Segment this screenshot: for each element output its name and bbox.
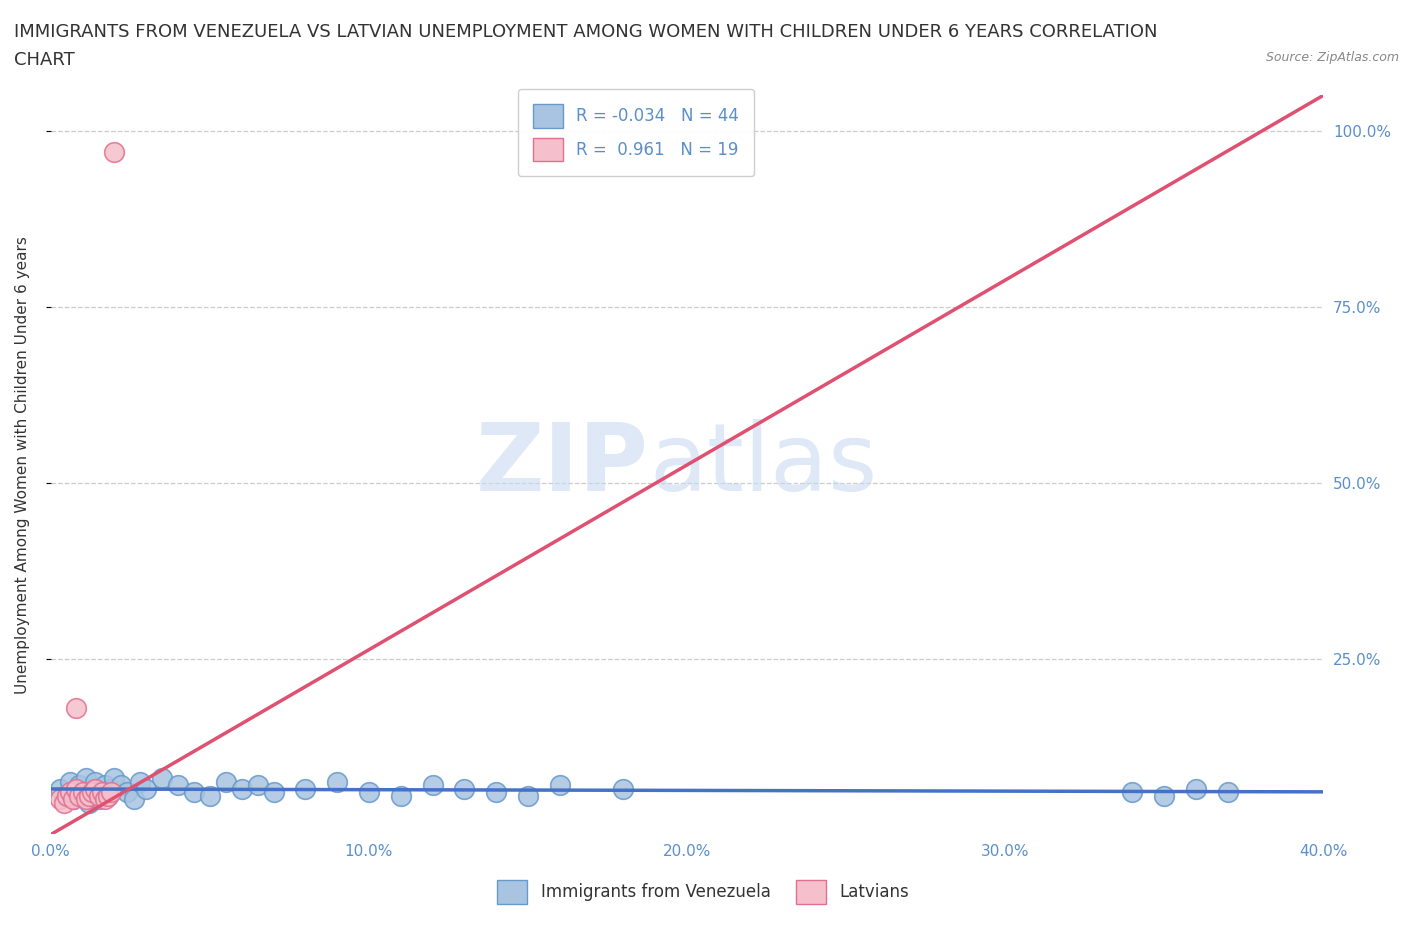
Point xyxy=(263,785,285,800)
Point xyxy=(52,795,75,810)
Point xyxy=(90,785,112,800)
Point xyxy=(1153,789,1175,804)
Text: CHART: CHART xyxy=(14,51,75,69)
Point xyxy=(62,791,84,806)
Point xyxy=(389,789,412,804)
Point xyxy=(612,781,634,796)
Point xyxy=(77,789,100,804)
Text: Source: ZipAtlas.com: Source: ZipAtlas.com xyxy=(1265,51,1399,64)
Point xyxy=(246,777,269,792)
Text: IMMIGRANTS FROM VENEZUELA VS LATVIAN UNEMPLOYMENT AMONG WOMEN WITH CHILDREN UNDE: IMMIGRANTS FROM VENEZUELA VS LATVIAN UNE… xyxy=(14,23,1157,41)
Point xyxy=(231,781,253,796)
Point xyxy=(183,785,205,800)
Point xyxy=(84,775,107,790)
Point xyxy=(167,777,190,792)
Point xyxy=(548,777,571,792)
Point xyxy=(453,781,475,796)
Point xyxy=(77,795,100,810)
Point xyxy=(75,771,97,786)
Point xyxy=(326,775,349,790)
Point xyxy=(72,785,94,800)
Point xyxy=(129,775,152,790)
Point xyxy=(87,789,110,804)
Y-axis label: Unemployment Among Women with Children Under 6 years: Unemployment Among Women with Children U… xyxy=(15,236,30,694)
Point xyxy=(485,785,508,800)
Point xyxy=(422,777,444,792)
Point xyxy=(103,144,125,159)
Point xyxy=(97,789,120,804)
Point xyxy=(49,781,72,796)
Point xyxy=(62,791,84,806)
Point xyxy=(94,791,117,806)
Point xyxy=(100,785,122,800)
Point xyxy=(110,777,132,792)
Text: atlas: atlas xyxy=(650,418,877,511)
Point xyxy=(84,781,107,796)
Point xyxy=(55,789,77,804)
Point xyxy=(82,785,104,800)
Point xyxy=(100,781,122,796)
Point xyxy=(59,785,82,800)
Point xyxy=(135,781,157,796)
Point xyxy=(55,789,77,804)
Point xyxy=(115,785,138,800)
Point xyxy=(97,789,120,804)
Text: ZIP: ZIP xyxy=(477,418,650,511)
Point xyxy=(103,771,125,786)
Legend: R = -0.034   N = 44, R =  0.961   N = 19: R = -0.034 N = 44, R = 0.961 N = 19 xyxy=(517,89,754,176)
Point xyxy=(49,791,72,806)
Point xyxy=(1185,781,1208,796)
Point xyxy=(65,785,87,800)
Point xyxy=(90,785,112,800)
Point xyxy=(94,777,117,792)
Point xyxy=(59,775,82,790)
Point xyxy=(69,789,91,804)
Point xyxy=(1216,785,1239,800)
Point xyxy=(150,771,173,786)
Legend: Immigrants from Venezuela, Latvians: Immigrants from Venezuela, Latvians xyxy=(484,867,922,917)
Point xyxy=(122,791,145,806)
Point xyxy=(65,700,87,715)
Point xyxy=(75,791,97,806)
Point xyxy=(294,781,316,796)
Point xyxy=(72,789,94,804)
Point xyxy=(357,785,380,800)
Point xyxy=(517,789,540,804)
Point xyxy=(87,791,110,806)
Point xyxy=(82,781,104,796)
Point xyxy=(1121,785,1143,800)
Point xyxy=(215,775,238,790)
Point xyxy=(69,777,91,792)
Point xyxy=(198,789,221,804)
Point xyxy=(65,781,87,796)
